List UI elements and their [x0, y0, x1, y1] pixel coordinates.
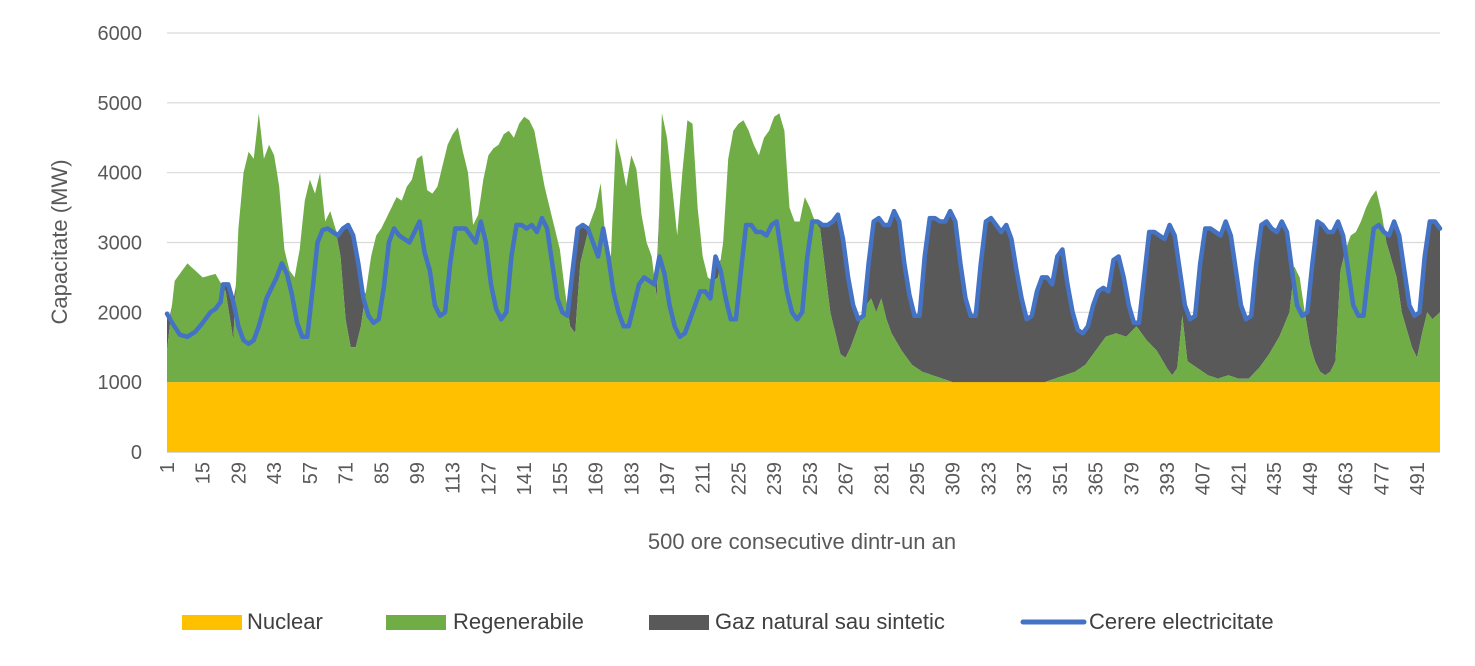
y-tick-label: 1000	[98, 372, 143, 394]
x-tick-label: 239	[764, 462, 786, 495]
x-tick-label: 29	[228, 462, 250, 484]
x-tick-label: 99	[407, 462, 429, 484]
y-tick-label: 3000	[98, 233, 143, 255]
x-tick-label: 449	[1300, 462, 1322, 495]
x-tick-label: 337	[1014, 462, 1036, 495]
x-tick-label: 155	[550, 462, 572, 495]
legend-swatch-renewables	[386, 615, 446, 630]
x-tick-label: 295	[907, 462, 929, 495]
x-tick-label: 183	[621, 462, 643, 495]
area-gas	[167, 113, 1440, 383]
legend-label-renewables: Regenerabile	[453, 609, 584, 634]
area-nuclear	[167, 382, 1440, 452]
legend-label-nuclear: Nuclear	[247, 609, 323, 634]
line-demand	[164, 208, 1443, 347]
x-tick-label: 71	[336, 462, 358, 484]
x-tick-label: 365	[1086, 462, 1108, 495]
x-tick-label: 43	[264, 462, 286, 484]
y-tick-label: 0	[131, 442, 142, 464]
x-tick-label: 211	[693, 462, 715, 494]
x-tick-label: 309	[943, 462, 965, 495]
x-tick-label: 477	[1371, 462, 1393, 495]
x-tick-label: 407	[1193, 462, 1215, 495]
y-tick-label: 2000	[98, 302, 143, 324]
x-tick-label: 393	[1157, 462, 1179, 495]
x-axis-tick-labels: 1 15 29 43 57 71 85 99 113 127 141 155 169 183 197 211 2…	[157, 462, 1429, 495]
x-tick-label: 267	[836, 462, 858, 495]
stacked-areas	[167, 113, 1440, 452]
x-tick-label: 435	[1264, 462, 1286, 495]
y-axis-tick-labels: 0 1000 2000 3000 4000 5000 6000	[98, 23, 143, 464]
x-tick-label: 169	[586, 462, 608, 495]
legend: Nuclear Regenerabile Gaz natural sau sin…	[182, 609, 1274, 634]
x-tick-label: 323	[979, 462, 1001, 495]
x-tick-label: 351	[1050, 462, 1072, 495]
x-tick-label: 57	[300, 462, 322, 484]
x-tick-label: 1	[157, 462, 179, 473]
legend-swatch-gas	[649, 615, 709, 630]
legend-label-demand: Cerere electricitate	[1089, 609, 1274, 634]
x-tick-label: 421	[1229, 462, 1251, 495]
x-tick-label: 281	[871, 462, 893, 495]
x-tick-label: 15	[193, 462, 215, 484]
x-tick-label: 85	[371, 462, 393, 484]
x-tick-label: 127	[478, 462, 500, 495]
legend-label-gas: Gaz natural sau sintetic	[715, 609, 945, 634]
x-tick-label: 197	[657, 462, 679, 495]
area-renewables	[167, 113, 1440, 383]
y-tick-label: 6000	[98, 23, 143, 45]
y-tick-label: 4000	[98, 163, 143, 185]
legend-swatch-nuclear	[182, 615, 242, 630]
demand-line-layer	[164, 208, 1443, 347]
x-tick-label: 379	[1121, 462, 1143, 495]
x-tick-label: 225	[728, 462, 750, 495]
y-tick-label: 5000	[98, 93, 143, 115]
x-tick-label: 253	[800, 462, 822, 495]
x-tick-label: 463	[1336, 462, 1358, 495]
x-tick-label: 113	[443, 462, 465, 494]
x-axis-title: 500 ore consecutive dintr-un an	[648, 529, 956, 554]
y-axis-title: Capacitate (MW)	[47, 159, 72, 324]
x-tick-label: 491	[1407, 462, 1429, 495]
x-tick-label: 141	[514, 462, 536, 495]
